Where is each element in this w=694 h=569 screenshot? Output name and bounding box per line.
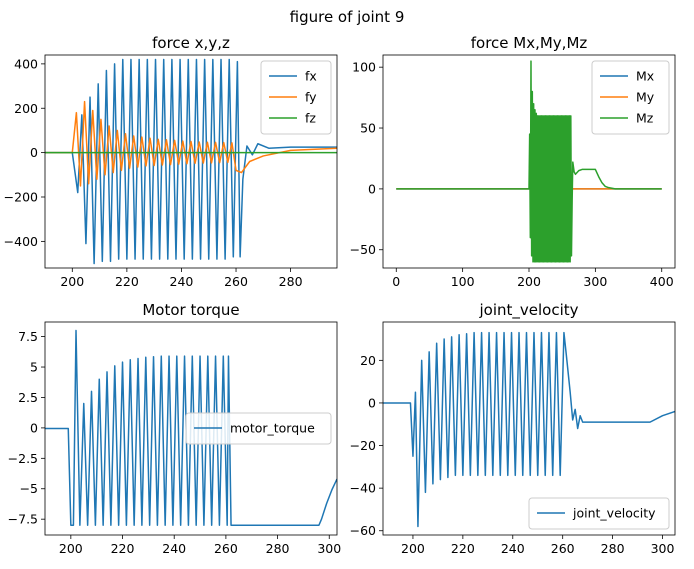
x-tick-label: 240 — [162, 541, 186, 556]
figure-suptitle: figure of joint 9 — [290, 8, 405, 26]
series-group — [383, 331, 675, 528]
legend-box — [185, 412, 332, 445]
y-tick-label: −2.5 — [8, 451, 38, 466]
y-tick-label: −40 — [350, 481, 376, 496]
legend: fx fy fz — [260, 60, 332, 135]
subplot-title: Motor torque — [142, 301, 239, 319]
x-tick-label: 200 — [401, 541, 425, 556]
x-tick-label: 220 — [115, 274, 139, 289]
x-tick-label: 260 — [214, 541, 238, 556]
x-tick-label: 100 — [451, 274, 475, 289]
legend-label: Mz — [636, 111, 654, 126]
subplot-1: force x,y,z 200 220 240 260 280 −400 −200 0 200 40… — [4, 34, 338, 289]
x-tick-label: 280 — [279, 274, 303, 289]
subplot-3: Motor torque 200 220 240 260 280 300 −7.5 −5 −2.5… — [8, 301, 342, 556]
x-tick-label: 300 — [651, 541, 675, 556]
y-tick-label: −60 — [350, 523, 376, 538]
y-tick-label: −400 — [4, 234, 38, 249]
subplot-2: force Mx,My,Mz 0 100 200 300 400 −50 0 50 100 Mx My… — [350, 34, 676, 289]
y-tick-label: 2.5 — [18, 390, 38, 405]
legend: Mx My Mz — [591, 60, 670, 135]
y-tick-label: −7.5 — [8, 512, 38, 527]
x-tick-label: 200 — [59, 541, 83, 556]
x-tick-label: 400 — [650, 274, 674, 289]
y-tick-label: 50 — [360, 121, 376, 136]
legend-label: fz — [305, 111, 316, 126]
x-tick-label: 0 — [392, 274, 400, 289]
y-tick-label: 200 — [14, 101, 38, 116]
axes-frame — [44, 321, 338, 536]
x-tick-label: 200 — [60, 274, 84, 289]
x-tick-label: 220 — [451, 541, 475, 556]
subplot-title: joint_velocity — [478, 301, 578, 320]
y-tick-label: 0 — [30, 420, 38, 435]
y-tick-label: 100 — [352, 60, 376, 75]
y-tick-label: −20 — [350, 438, 376, 453]
x-tick-label: 220 — [111, 541, 135, 556]
legend-label: Mx — [636, 69, 654, 84]
x-tick-label: 300 — [583, 274, 607, 289]
y-tick-label: −200 — [4, 190, 38, 205]
series-group — [396, 60, 662, 263]
x-tick-label: 280 — [601, 541, 625, 556]
series-line-fy — [45, 100, 337, 187]
legend-label: joint_velocity — [572, 506, 656, 521]
subplot-title: force Mx,My,Mz — [471, 34, 588, 52]
series-line-motor_torque — [45, 329, 337, 527]
series-group — [45, 58, 337, 265]
series-group — [45, 329, 337, 527]
legend-box — [528, 497, 670, 530]
x-tick-label: 280 — [266, 541, 290, 556]
legend: joint_velocity — [528, 497, 670, 530]
y-tick-label: −50 — [350, 242, 376, 257]
x-tick-label: 300 — [317, 541, 341, 556]
x-tick-label: 240 — [501, 541, 525, 556]
axes-frame — [44, 54, 338, 269]
legend-label: motor_torque — [230, 421, 315, 436]
legend-label: My — [636, 90, 655, 105]
x-tick-label: 260 — [551, 541, 575, 556]
legend-box — [591, 60, 670, 135]
series-line-Mz — [396, 60, 662, 263]
y-tick-label: 0 — [368, 181, 376, 196]
subplot-title: force x,y,z — [152, 34, 230, 52]
legend-label: fy — [305, 90, 317, 105]
y-tick-label: 0 — [30, 145, 38, 160]
y-tick-label: 5 — [30, 360, 38, 375]
legend-label: fx — [305, 69, 317, 84]
x-tick-label: 200 — [517, 274, 541, 289]
y-tick-label: 7.5 — [18, 329, 38, 344]
x-tick-label: 240 — [170, 274, 194, 289]
y-tick-label: 20 — [360, 353, 376, 368]
series-line-joint_velocity — [383, 331, 675, 528]
x-tick-label: 260 — [224, 274, 248, 289]
y-tick-label: 0 — [368, 395, 376, 410]
axes-frame — [382, 321, 676, 536]
legend: motor_torque — [185, 412, 332, 445]
y-tick-label: −5 — [20, 481, 38, 496]
y-tick-label: 400 — [14, 56, 38, 71]
